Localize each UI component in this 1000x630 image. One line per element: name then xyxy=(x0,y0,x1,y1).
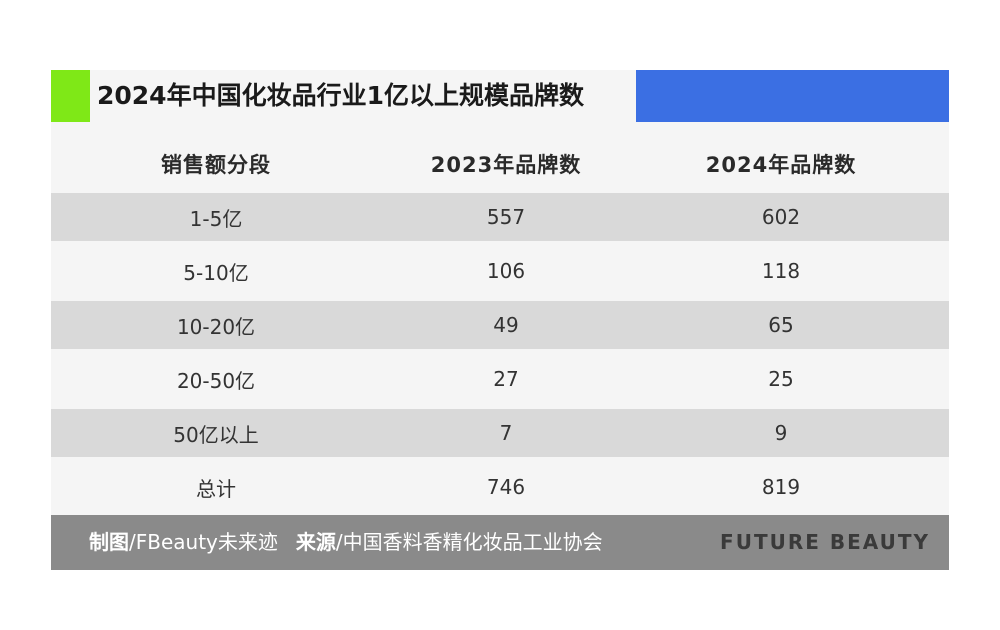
chart-title: 2024年中国化妆品行业1亿以上规模品牌数 xyxy=(97,81,584,110)
value-2023-cell: 746 xyxy=(486,475,526,499)
green-accent-block xyxy=(51,70,90,122)
value-2023-cell: 49 xyxy=(493,313,519,337)
table-card: 2024年中国化妆品行业1亿以上规模品牌数 销售额分段 2023年品牌数 202… xyxy=(51,70,949,570)
column-header-segment: 销售额分段 xyxy=(161,153,271,177)
value-2024-cell: 602 xyxy=(761,205,801,229)
chart-credit-label: 制图 xyxy=(89,530,129,554)
table-row-total: 总计 746 819 xyxy=(51,463,949,511)
row-gap xyxy=(51,457,949,463)
footer-credits: 制图/FBeauty未来迹 来源/中国香料香精化妆品工业协会 xyxy=(89,515,603,570)
value-2024-cell: 65 xyxy=(768,313,794,337)
value-2024-cell: 118 xyxy=(761,259,801,283)
title-bar: 2024年中国化妆品行业1亿以上规模品牌数 xyxy=(51,70,949,122)
segment-cell: 20-50亿 xyxy=(176,368,256,393)
row-gap xyxy=(51,241,949,247)
column-header-2024: 2024年品牌数 xyxy=(705,153,857,177)
table-row: 50亿以上 7 9 xyxy=(51,409,949,457)
source-label: 来源 xyxy=(295,530,336,554)
data-table: 销售额分段 2023年品牌数 2024年品牌数 1-5亿 557 602 5-1… xyxy=(51,135,949,511)
footer-bar: 制图/FBeauty未来迹 来源/中国香料香精化妆品工业协会 FUTURE BEA… xyxy=(51,515,949,570)
blue-accent-block xyxy=(636,70,949,122)
segment-cell: 总计 xyxy=(196,476,236,501)
row-gap xyxy=(51,295,949,301)
value-2024-cell: 819 xyxy=(761,475,801,499)
segment-cell: 1-5亿 xyxy=(189,206,243,231)
value-2023-cell: 106 xyxy=(486,259,526,283)
segment-cell: 10-20亿 xyxy=(176,314,256,339)
column-header-2023: 2023年品牌数 xyxy=(430,153,582,177)
row-gap xyxy=(51,349,949,355)
value-2024-cell: 9 xyxy=(774,421,788,445)
table-row: 20-50亿 27 25 xyxy=(51,355,949,403)
brand-logo-text: FUTURE BEAUTY xyxy=(720,530,930,554)
segment-cell: 5-10亿 xyxy=(183,260,249,285)
value-2024-cell: 25 xyxy=(768,367,794,391)
value-2023-cell: 557 xyxy=(486,205,526,229)
table-header-row: 销售额分段 2023年品牌数 2024年品牌数 xyxy=(51,135,949,193)
chart-credit-value: /FBeauty未来迹 xyxy=(129,530,278,554)
table-row: 1-5亿 557 602 xyxy=(51,193,949,241)
table-row: 10-20亿 49 65 xyxy=(51,301,949,349)
segment-cell: 50亿以上 xyxy=(173,422,259,447)
value-2023-cell: 27 xyxy=(493,367,519,391)
row-gap xyxy=(51,403,949,409)
source-value: /中国香料香精化妆品工业协会 xyxy=(335,530,603,554)
value-2023-cell: 7 xyxy=(499,421,513,445)
table-row: 5-10亿 106 118 xyxy=(51,247,949,295)
